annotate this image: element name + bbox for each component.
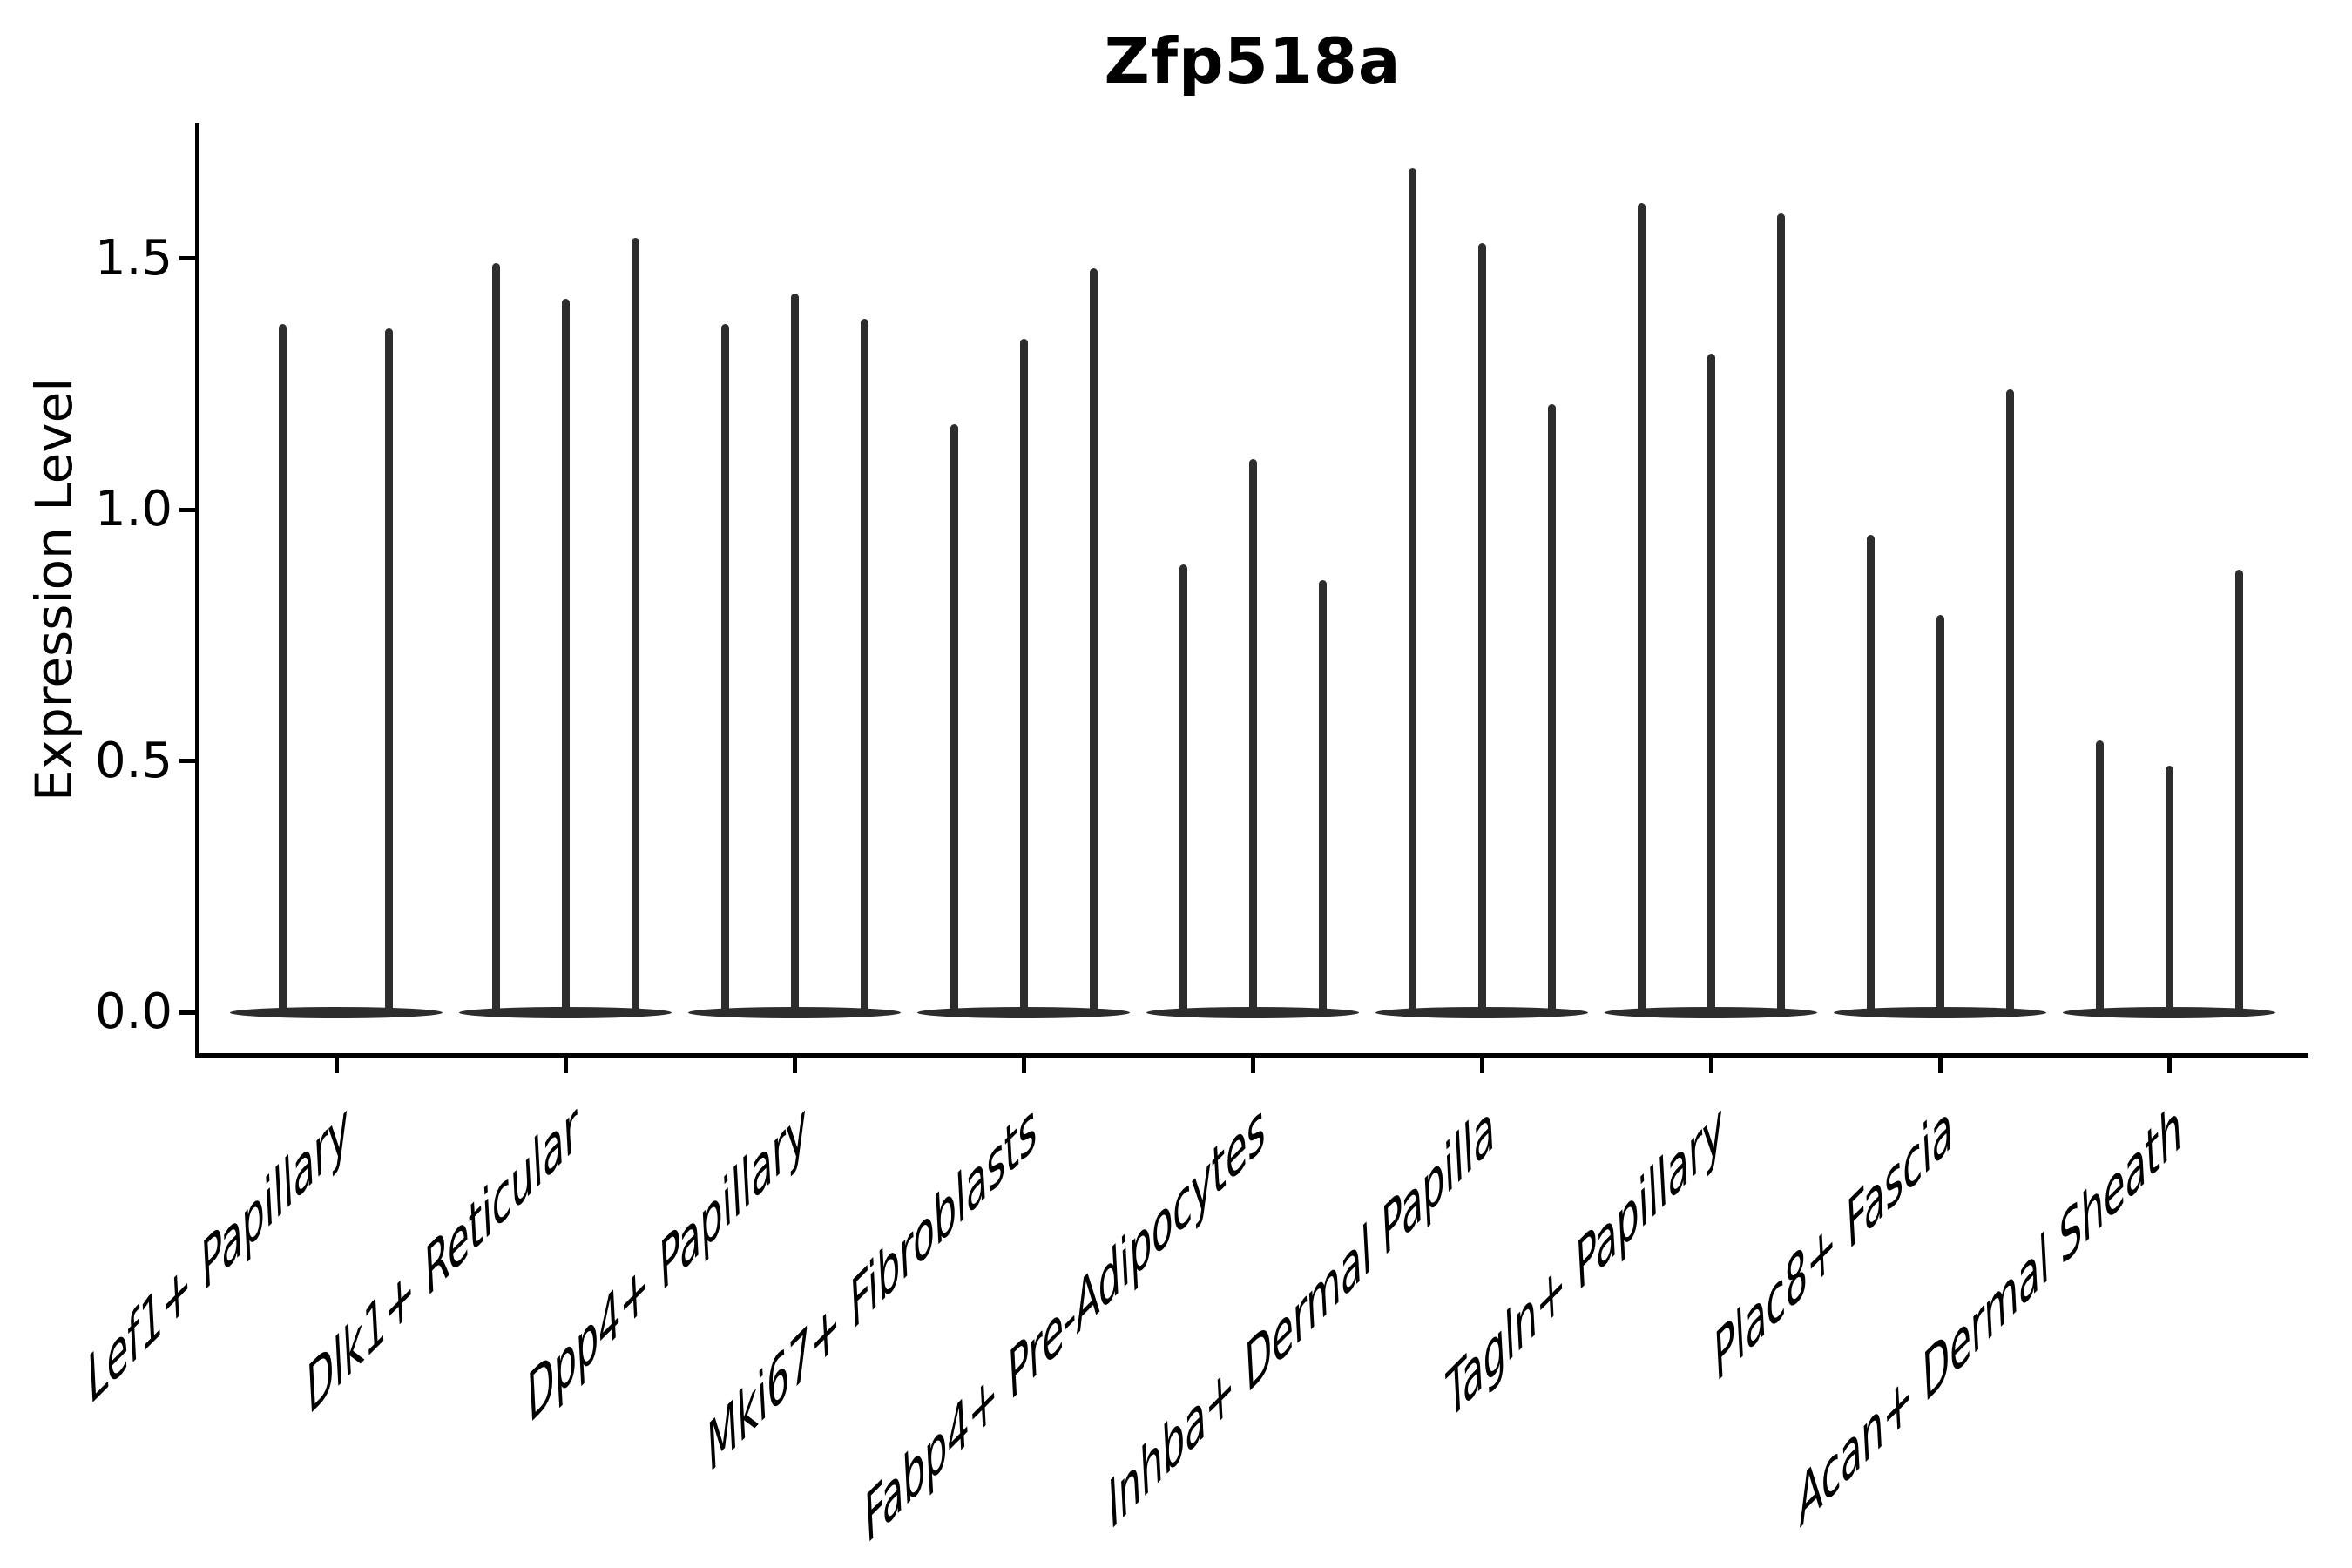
x-tick-mark: [2166, 1057, 2172, 1073]
y-tick-mark: [179, 1010, 195, 1015]
violin-spike: [1179, 564, 1187, 1016]
violin-spike: [2234, 570, 2243, 1016]
violin-spike: [1477, 243, 1486, 1016]
chart-title: Zfp518a: [1104, 24, 1402, 98]
y-tick-label: 0.5: [94, 732, 172, 789]
x-tick-mark: [334, 1057, 339, 1073]
violin-spike: [1936, 615, 1944, 1016]
violin-spike: [384, 328, 393, 1016]
violin-spike: [2005, 389, 2014, 1016]
violin-spike: [790, 293, 799, 1016]
violin-spike: [2095, 740, 2104, 1016]
x-tick-mark: [1937, 1057, 1943, 1073]
violin-spike: [1637, 203, 1646, 1016]
y-tick-mark: [179, 256, 195, 260]
x-tick-mark: [1250, 1057, 1255, 1073]
y-tick-label: 0.0: [94, 983, 172, 1040]
x-tick-label-text: Fabp4+ Pre-Adipocytes: [863, 1085, 1267, 1561]
x-axis-spine: [194, 1052, 2308, 1058]
violin-spike: [1866, 534, 1875, 1016]
violin-spike: [1089, 268, 1098, 1016]
y-tick-label: 1.5: [94, 229, 172, 287]
violin-spike: [1776, 213, 1785, 1016]
violin-spike: [860, 318, 868, 1016]
violin-spike: [950, 423, 958, 1016]
violin-spike: [2165, 766, 2173, 1016]
x-tick-mark: [792, 1057, 797, 1073]
x-tick-label-text: Acan+ Dermal Sheath: [1796, 1085, 2184, 1544]
y-tick-label: 1.0: [94, 481, 172, 537]
violin-baseline-blob: [230, 1006, 443, 1018]
x-tick-label-text: Inhba+ Dermal Papilla: [1106, 1085, 1497, 1548]
violin-spike: [1019, 338, 1028, 1016]
violin-spike: [631, 238, 639, 1016]
x-tick-mark: [1479, 1057, 1484, 1073]
y-tick-mark: [179, 759, 195, 763]
violin-spike: [1318, 579, 1327, 1016]
violin-spike: [561, 298, 570, 1016]
x-tick-mark: [1708, 1057, 1713, 1073]
y-tick-mark: [179, 507, 195, 512]
violin-spike: [1408, 167, 1416, 1016]
violin-spike: [491, 263, 500, 1016]
x-tick-mark: [1021, 1057, 1026, 1073]
violin-spike: [720, 323, 729, 1016]
violin-spike: [1547, 403, 1556, 1016]
y-axis-spine: [194, 123, 199, 1058]
x-tick-mark: [563, 1057, 568, 1073]
violin-spike: [1707, 354, 1715, 1016]
violin-spike: [1248, 459, 1257, 1016]
violin-spike: [278, 323, 287, 1016]
